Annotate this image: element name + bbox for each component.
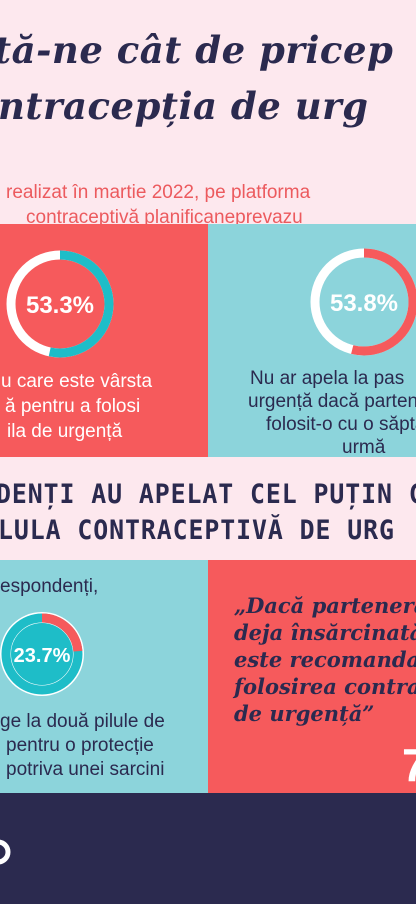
quote-line-1: „Dacă partenera [234, 593, 416, 618]
stat-panel-partner: 53.8% Nu ar apela la pas urgență dacă pa… [208, 224, 416, 457]
band-line-1: DENȚI AU APELAT CEL PUȚIN C [0, 479, 416, 510]
ring-1-value-arc [6, 250, 114, 358]
quote-line-3: este recomanda [234, 647, 416, 672]
respondenti-label: espondenți, [0, 576, 99, 597]
stat-panel-age: 53.3% u care este vârsta ă pentru a folo… [0, 224, 208, 457]
stat-3-line-2: pentru o protecție [6, 735, 154, 756]
stat-2-line-2: urgență dacă parten [248, 391, 416, 412]
quote-number: 7 [402, 739, 416, 791]
footer [0, 793, 416, 904]
stat-3-line-3: potriva unei sarcini [6, 759, 165, 780]
quote-line-4: folosirea contra [234, 674, 416, 699]
page-title: tă-ne cât de pricep ntracepția de urg [0, 28, 416, 148]
stat-2-line-1: Nu ar apela la pas [250, 368, 405, 389]
ring-chart-3: 23.7% [0, 612, 84, 696]
stat-panel-double-pill: espondenți, 23.7% ge la două pilule de p… [0, 560, 208, 793]
footer-logo-icon [0, 839, 11, 865]
band-line-2: LULA CONTRACEPTIVĂ DE URG [0, 515, 395, 546]
stat-1-line-1: u care este vârsta [1, 371, 153, 392]
ring-2-label: 53.8% [330, 290, 398, 317]
stat-1-line-2: ă pentru a folosi [5, 396, 141, 417]
title-line-2: ntracepția de urg [0, 84, 369, 128]
title-line-1: tă-ne cât de pricep [0, 28, 394, 72]
stat-3-line-1: ge la două pilule de [0, 711, 165, 732]
subtitle-line-2: contraceptivă planificaneprevazu [26, 207, 303, 228]
ring-3-center [11, 623, 73, 685]
ring-2-value-arc [310, 248, 416, 356]
ring-chart-2: 53.8% [310, 248, 416, 356]
stat-2-line-4: urmă [342, 437, 386, 457]
ring-chart-1: 53.3% [6, 250, 114, 358]
ring-1-label: 53.3% [26, 292, 94, 319]
ring-3-value-arc [1, 613, 83, 695]
subtitle-line-1: realizat în martie 2022, pe platforma [6, 182, 311, 203]
ring-3-label: 23.7% [14, 645, 71, 667]
quote-panel: „Dacă partenera deja însărcinată este re… [208, 560, 416, 793]
quote-line-5: de urgență” [234, 701, 375, 726]
headline-band: DENȚI AU APELAT CEL PUȚIN C LULA CONTRAC… [0, 457, 416, 560]
stat-1-line-3: ila de urgență [7, 421, 123, 442]
stat-2-line-3: folosit-o cu o săptăm [266, 414, 416, 435]
quote-line-2: deja însărcinată [234, 620, 416, 645]
